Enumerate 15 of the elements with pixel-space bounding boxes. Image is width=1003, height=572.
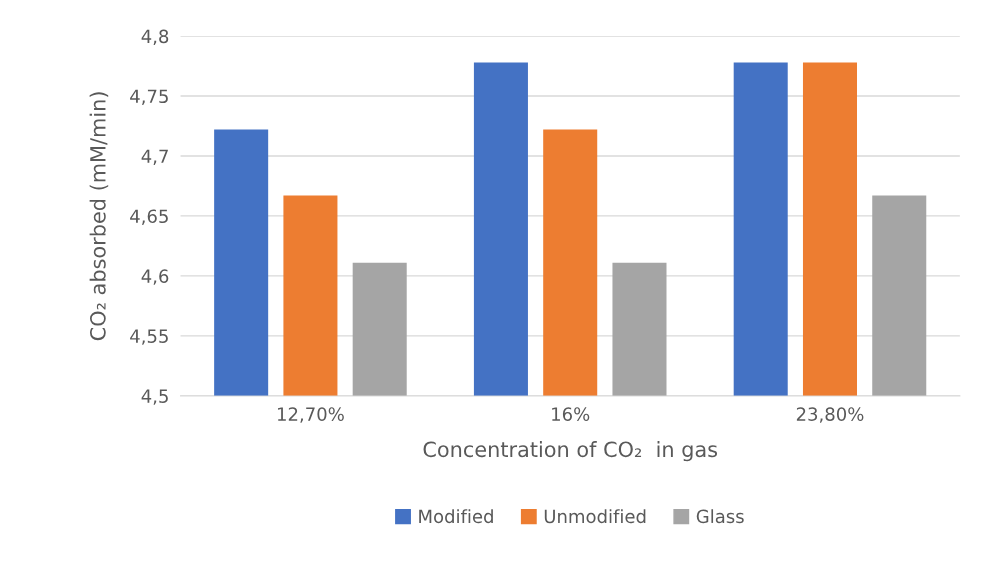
x-tick-label: 12,70% [277, 407, 344, 423]
x-tick-label: 16% [552, 407, 590, 421]
y-tick-label: 4,55 [130, 329, 168, 345]
y-tick-label: 4,8 [141, 29, 169, 45]
x-tick-label: 23,80% [796, 407, 864, 423]
x-axis-title: Concentration of CO₂ in gas [423, 441, 718, 462]
legend-label: Modified [419, 509, 493, 524]
y-tick-label: 4,75 [130, 89, 168, 105]
y-tick-label: 4,7 [141, 149, 168, 165]
y-axis-title: CO₂ absorbed (mM/min) [89, 92, 109, 341]
legend-label: Glass [696, 509, 744, 524]
y-tick-label: 4,6 [141, 269, 169, 285]
legend-label: Unmodified [544, 509, 646, 524]
y-tick-label: 4,65 [130, 209, 168, 225]
y-tick-label: 4,5 [141, 389, 168, 405]
